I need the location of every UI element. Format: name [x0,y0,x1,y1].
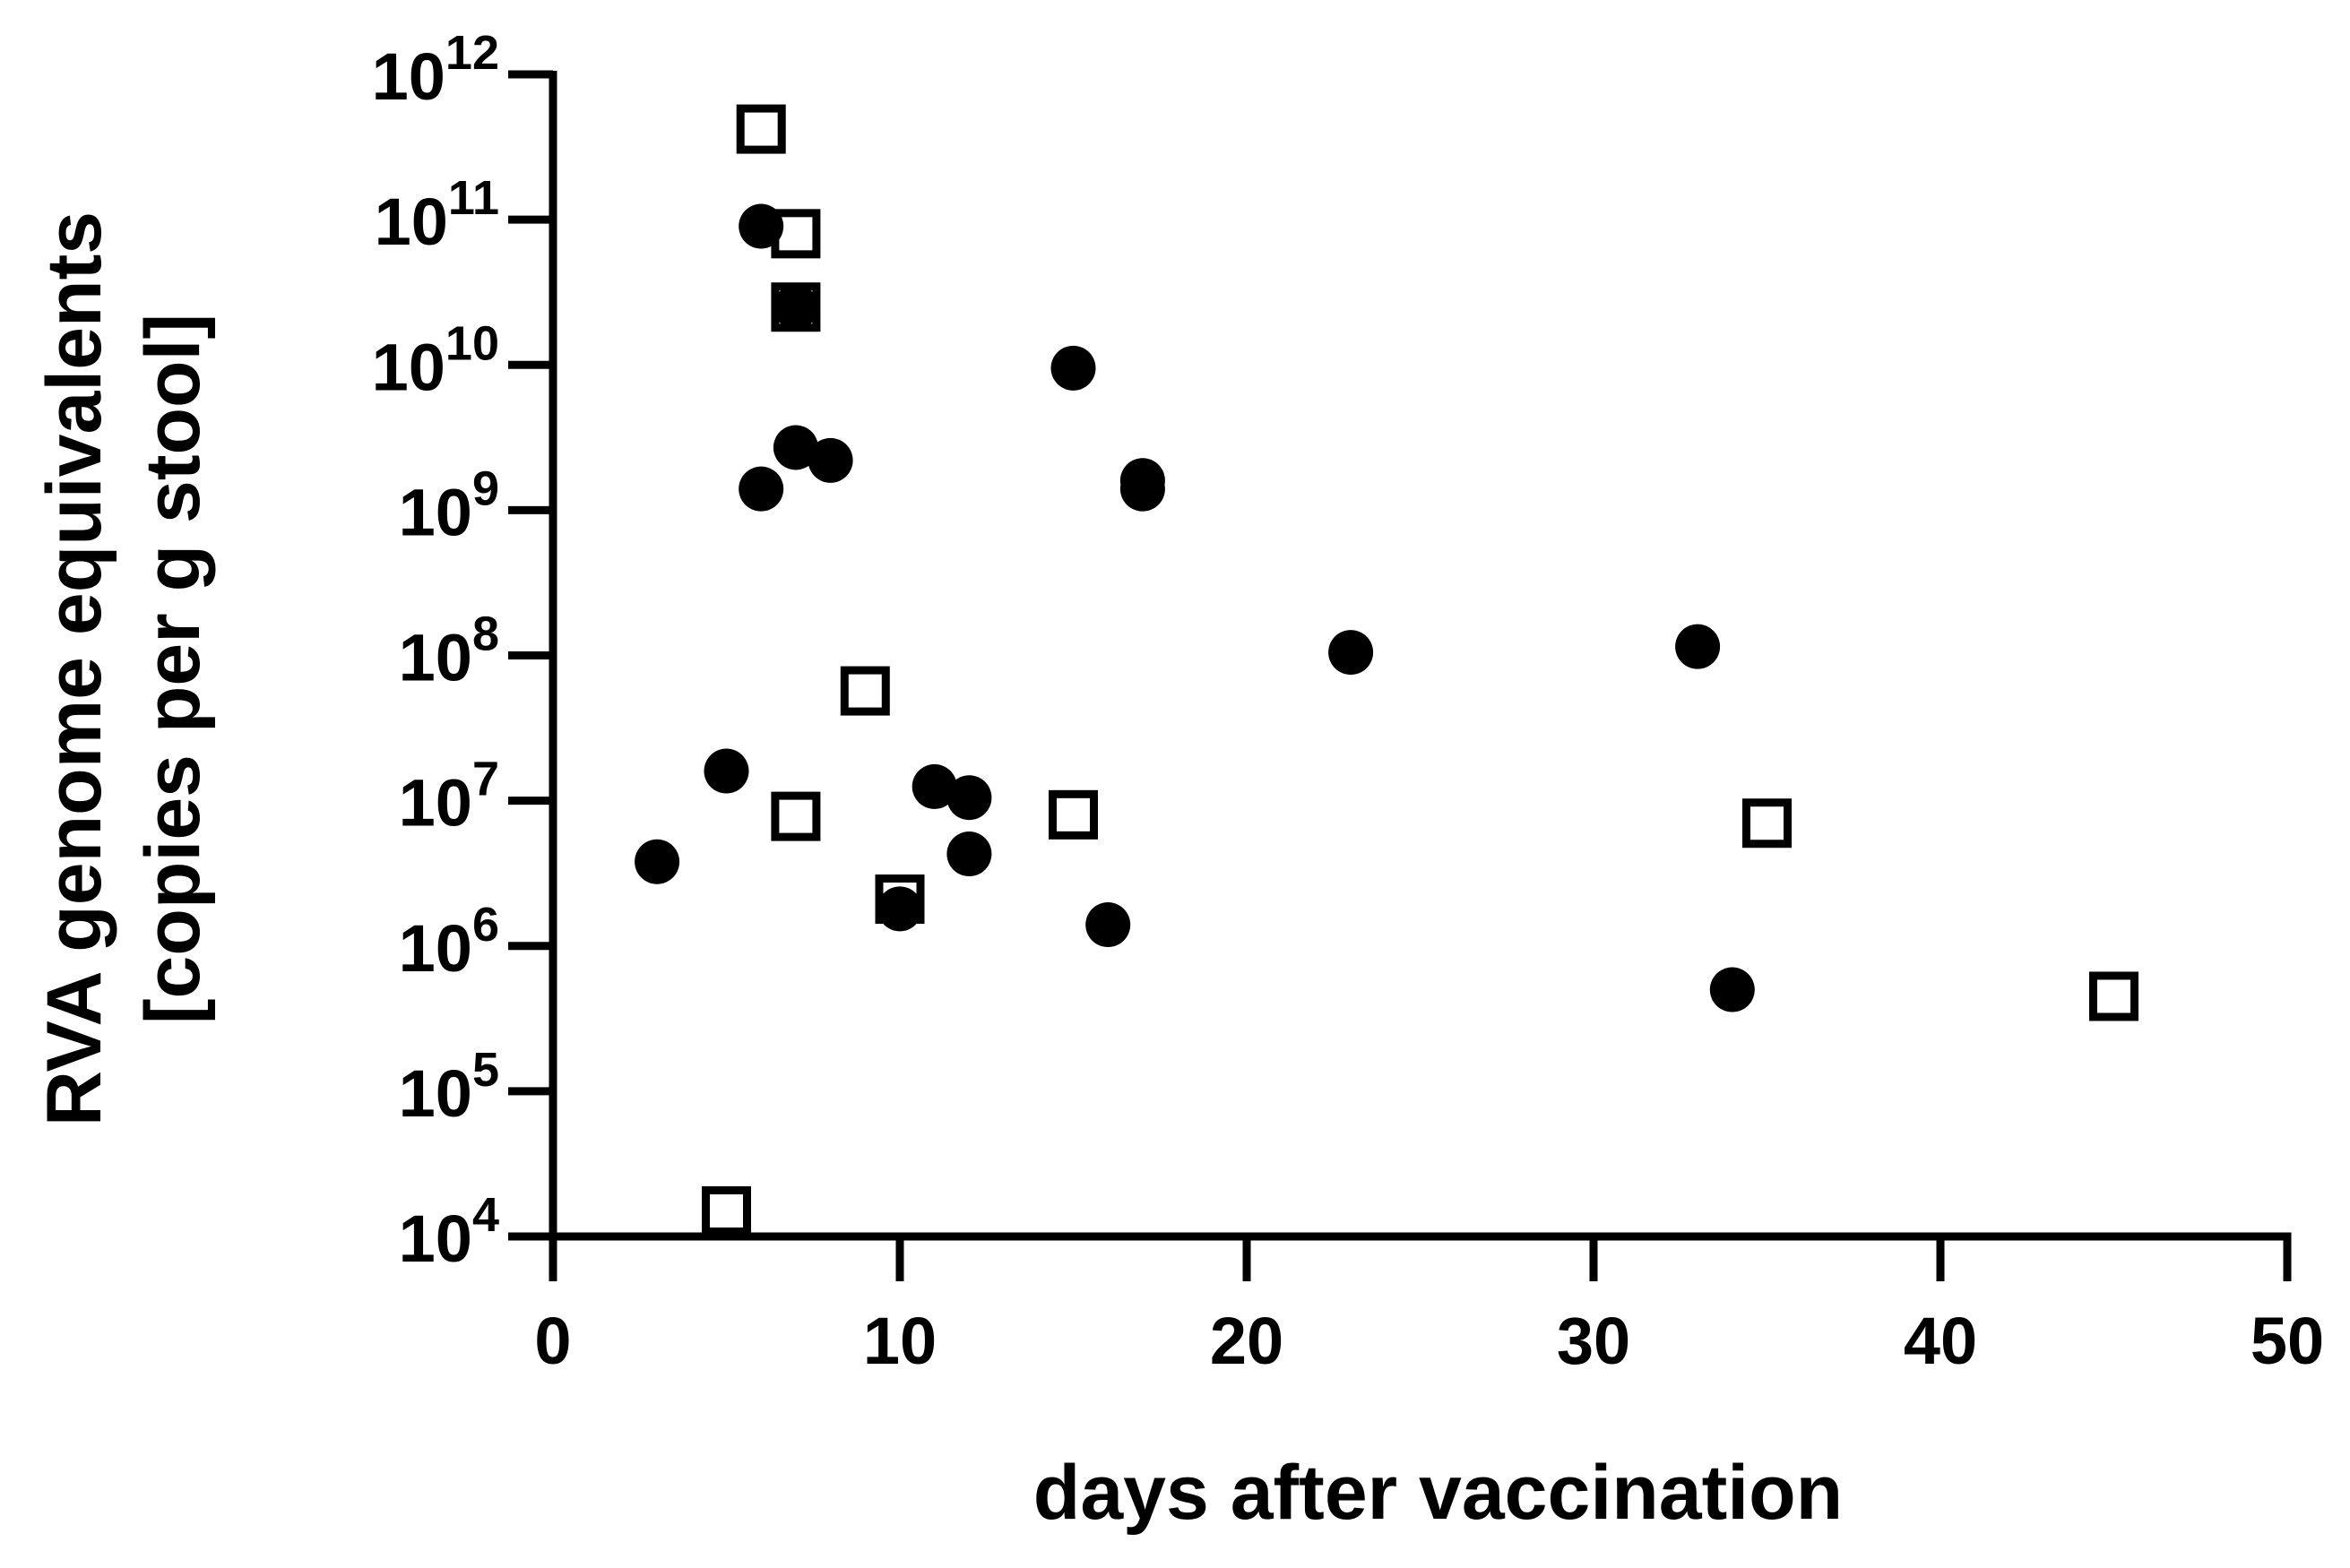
x-axis-ticks: 0 10 20 30 40 50 [534,1236,2324,1378]
data-point-circle [704,748,749,794]
y-tick-label: 106 [399,898,499,986]
data-point-circle [808,437,853,483]
x-tick-label: 0 [534,1304,571,1378]
data-point-square [1742,798,1792,849]
y-tick-label-exponent: 8 [472,607,499,661]
data-points [635,104,2138,1236]
x-axis-label: days after vaccination [1033,1450,1843,1536]
x-tick-label: 40 [1904,1304,1977,1378]
data-point-circle [739,466,784,512]
y-axis-label-line-2: [copies per g stool] [130,314,216,1024]
y-tick-label-exponent: 9 [472,461,499,515]
data-point-square [702,1185,751,1236]
axes [549,71,2292,1241]
data-point-square [2089,971,2138,1021]
data-point-circle [773,425,818,470]
y-tick-label: 1011 [375,171,499,259]
data-point-square [771,791,821,841]
y-tick-label-base: 10 [399,475,472,549]
data-point-square [875,874,925,925]
data-point-circle [946,831,992,877]
y-tick-label: 108 [399,607,499,695]
y-tick-label: 104 [399,1188,499,1276]
y-tick-label-base: 10 [399,1202,472,1276]
data-point-square [771,282,821,332]
y-tick-label-base: 10 [399,911,472,986]
y-tick-label: 107 [399,753,499,840]
y-tick-label-exponent: 5 [472,1043,499,1097]
x-tick-label: 20 [1210,1304,1283,1378]
data-point-circle [877,886,922,932]
data-point-circle [1085,902,1131,948]
y-tick-label: 109 [399,461,499,549]
data-point-circle [911,763,957,809]
y-tick-label-exponent: 11 [448,171,499,225]
data-point-circle [1709,967,1755,1012]
data-point-square [736,104,786,154]
y-tick-label-exponent: 6 [472,898,499,952]
y-tick-label-base: 10 [399,766,472,840]
x-tick-label: 10 [863,1304,937,1378]
y-axis-label-line-1: RVA genome equivalents [31,211,117,1126]
y-tick-label-base: 10 [375,185,448,259]
data-point-circle [1050,345,1096,391]
data-point-circle [635,839,680,884]
data-point-square [1049,789,1098,840]
y-tick-label-base: 10 [372,330,445,404]
y-tick-label: 1012 [372,26,499,114]
data-point-circle [1328,630,1374,676]
y-tick-label-exponent: 12 [445,26,499,80]
y-tick-label: 105 [399,1043,499,1131]
data-point-circle [1119,466,1165,512]
x-tick-label: 30 [1557,1304,1630,1378]
data-point-circle [946,775,992,821]
data-point-circle [1675,624,1721,669]
y-tick-label-base: 10 [399,1056,472,1131]
data-point-circle [773,284,818,330]
y-tick-label-exponent: 4 [472,1188,499,1242]
data-point-square [771,209,821,259]
x-tick-label: 50 [2251,1304,2324,1378]
y-tick-label-base: 10 [372,39,445,114]
y-tick-label-exponent: 10 [445,316,499,370]
y-tick-label: 1010 [372,316,499,404]
y-tick-label-exponent: 7 [472,753,499,806]
data-point-square [840,666,890,716]
y-tick-label-base: 10 [399,621,472,695]
